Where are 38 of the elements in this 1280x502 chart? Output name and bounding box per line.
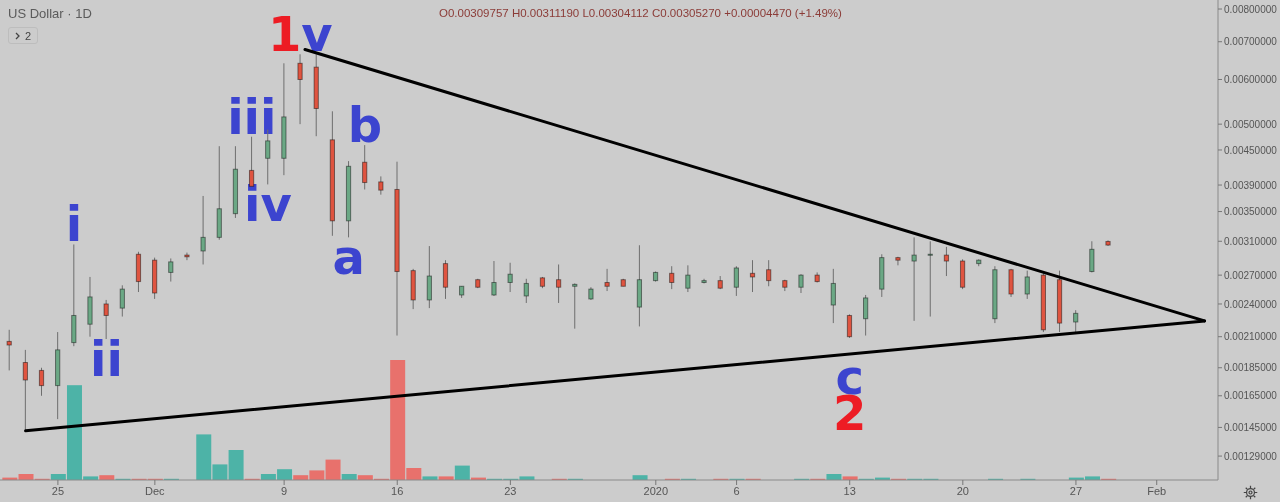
- y-tick-label: 0.00800000: [1224, 3, 1278, 15]
- annotation: iv: [244, 176, 292, 233]
- x-tick-label: Feb: [1147, 484, 1167, 497]
- y-tick-label: 0.00240000: [1224, 298, 1278, 310]
- y-tick-label: 0.00450000: [1224, 144, 1278, 156]
- y-tick-label: 0.00390000: [1224, 179, 1278, 191]
- annotation: i: [65, 196, 83, 253]
- x-tick-label: 16: [391, 484, 404, 497]
- text: O0.00309757 H0.00311190 L0.00304112 C0.00305270 +0.00004470 (+1.49%): [439, 7, 842, 19]
- y-tick-label: 0.00165000: [1224, 390, 1278, 402]
- x-tick-label: 6: [733, 484, 740, 497]
- text: US Dollar · 1D: [8, 6, 92, 21]
- y-tick-label: 0.00350000: [1224, 206, 1278, 218]
- toggle-button: 2: [8, 27, 39, 44]
- annotation: ii: [89, 331, 123, 388]
- y-tick-label: 0.00500000: [1224, 118, 1278, 130]
- x-tick-label: Dec: [145, 484, 166, 497]
- y-tick-label: 0.00600000: [1224, 74, 1278, 86]
- annotation: 2: [25, 29, 32, 42]
- y-tick-label: 0.00185000: [1224, 362, 1278, 374]
- x-tick-label: 13: [843, 484, 856, 497]
- y-tick-label: 0.00129000: [1224, 450, 1278, 462]
- y-tick-label: 0.00145000: [1224, 421, 1278, 433]
- y-tick-label: 0.00210000: [1224, 331, 1278, 343]
- annotation: a: [332, 229, 365, 286]
- y-tick-label: 0.00310000: [1224, 235, 1278, 247]
- annotation: v: [301, 6, 333, 63]
- x-tick-label: 2020: [643, 484, 669, 497]
- x-tick-label: 27: [1069, 484, 1083, 497]
- x-tick-label: 25: [51, 484, 65, 497]
- annotation: iii: [227, 88, 277, 145]
- annotation: b: [347, 97, 383, 154]
- x-tick-label: 23: [504, 484, 517, 497]
- x-tick-label: 9: [281, 484, 288, 497]
- x-tick-label: 20: [956, 484, 969, 497]
- annotation: 1: [267, 6, 302, 63]
- y-tick-label: 0.00700000: [1224, 36, 1278, 48]
- y-tick-label: 0.00270000: [1224, 269, 1278, 281]
